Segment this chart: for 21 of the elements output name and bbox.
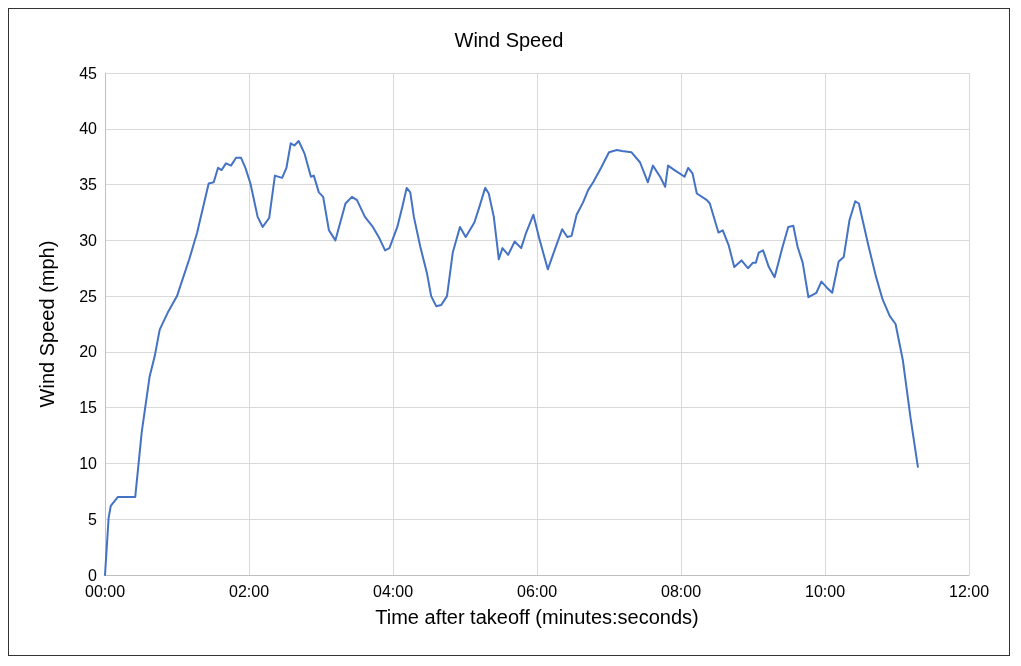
line-series <box>104 140 919 576</box>
x-tick-label: 04:00 <box>372 582 414 600</box>
y-tick-label: 5 <box>88 510 98 528</box>
y-axis-title: Wind Speed (mph) <box>36 240 58 408</box>
y-tick-label: 30 <box>79 231 98 249</box>
y-tick-label: 25 <box>79 287 98 305</box>
y-tick-label: 35 <box>79 176 98 194</box>
x-tick-label: 10:00 <box>804 582 846 600</box>
y-tick-label: 0 <box>88 566 98 584</box>
x-tick-label: 06:00 <box>516 582 558 600</box>
x-axis-title: Time after takeoff (minutes:seconds) <box>375 606 699 628</box>
x-tick-label: 02:00 <box>228 582 270 600</box>
x-tick-label: 12:00 <box>948 582 990 600</box>
y-tick-label: 10 <box>79 454 98 472</box>
x-tick-label: 08:00 <box>660 582 702 600</box>
y-tick-label: 40 <box>79 120 98 138</box>
y-tick-label: 45 <box>79 64 98 82</box>
chart-title: Wind Speed <box>454 29 564 51</box>
y-tick-label: 15 <box>79 399 98 417</box>
y-tick-label: 20 <box>79 343 98 361</box>
x-tick-label: 00:00 <box>84 582 126 600</box>
